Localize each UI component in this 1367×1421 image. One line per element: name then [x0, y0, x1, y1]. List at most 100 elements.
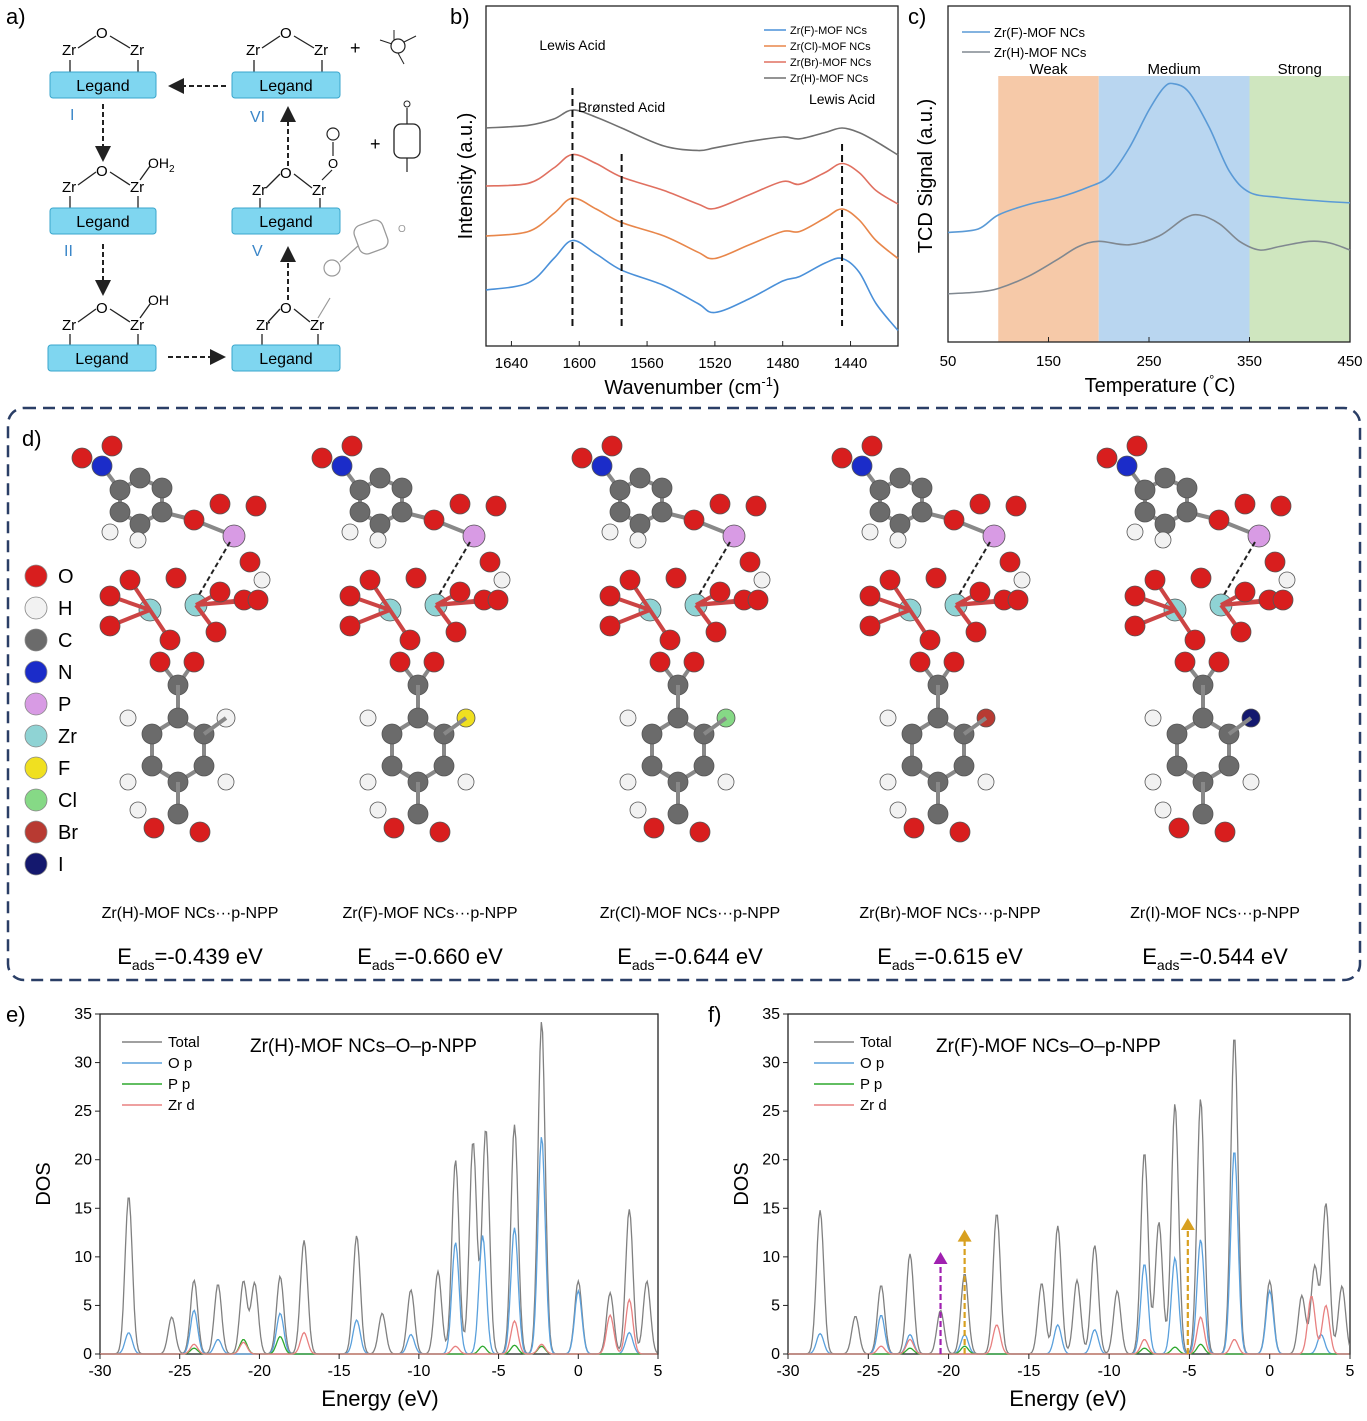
legend-label: O p	[860, 1055, 884, 1072]
annotation-label: Brønsted Acid	[578, 99, 665, 115]
x-tick-label: -15	[1017, 1363, 1040, 1380]
panel-c-label: c)	[908, 4, 926, 29]
annotation-label: Lewis Acid	[539, 37, 605, 53]
atom	[129, 513, 151, 535]
series-line	[947, 82, 1351, 234]
atom	[722, 524, 746, 548]
atom	[217, 773, 235, 791]
atom	[101, 435, 123, 457]
x-tick-label: -10	[1098, 1363, 1121, 1380]
atom	[745, 495, 767, 517]
atom	[609, 479, 631, 501]
atom	[1134, 501, 1156, 523]
y-axis-label: TCD Signal (a.u.)	[915, 99, 937, 254]
atom	[659, 629, 681, 651]
atom	[1278, 571, 1296, 589]
structure-label: Zr(Cl)-MOF NCs···p-NPP	[600, 905, 780, 922]
atom	[389, 651, 411, 673]
atom	[247, 589, 269, 611]
atom	[965, 621, 987, 643]
x-tick-label: -20	[937, 1363, 960, 1380]
atom	[253, 571, 271, 589]
bond	[1227, 716, 1253, 736]
x-tick-label: 1480	[766, 355, 799, 372]
structure-label: Zr(F)-MOF NCs···p-NPP	[342, 905, 517, 922]
atom	[1154, 467, 1176, 489]
x-tick-label: -30	[88, 1363, 111, 1380]
y-tick-label: 30	[74, 1055, 92, 1072]
panel-f: f) -30 -25 -20 -15 -10 -5 0 5 0 5 10 15 20 25 30 35 Tot…	[686, 996, 1367, 1416]
atom	[165, 567, 187, 589]
bond	[202, 716, 228, 736]
atom	[889, 531, 907, 549]
svg-text:Legand: Legand	[259, 214, 312, 231]
atom	[1242, 773, 1260, 791]
atom	[969, 493, 991, 515]
atom-legend-swatch	[24, 788, 48, 812]
x-tick-label: 0	[574, 1363, 583, 1380]
atom	[1270, 495, 1292, 517]
panel-e: e) -30 -25 -20 -15 -10 -5 0 5 0 5 10 15 20 25 30 35 Tot…	[0, 996, 680, 1416]
atom	[739, 551, 761, 573]
svg-text:Legand: Legand	[76, 214, 129, 231]
legend-label: Zr(H)-MOF NCs	[994, 45, 1087, 60]
svg-text:O: O	[96, 163, 108, 180]
atom-legend-label: Zr	[58, 726, 77, 748]
y-tick-label: 25	[74, 1103, 92, 1120]
atom	[599, 585, 621, 607]
adsorption-energy: Eads=-0.615 eV	[877, 944, 1023, 973]
atom	[851, 455, 873, 477]
y-tick-label: 20	[762, 1152, 780, 1169]
atom-legend-label: I	[58, 854, 64, 876]
atom	[601, 435, 623, 457]
atom	[1126, 523, 1144, 541]
panel-a-label: a)	[6, 4, 26, 29]
atom	[717, 773, 735, 791]
interaction-line	[435, 541, 471, 601]
atom	[649, 651, 671, 673]
atom	[1214, 821, 1236, 843]
svg-text:Legand: Legand	[76, 78, 129, 95]
atom-legend-label: F	[58, 758, 70, 780]
atom	[869, 479, 891, 501]
atom	[693, 755, 715, 777]
atom	[683, 509, 705, 531]
atom	[341, 435, 363, 457]
numeral-II: II	[64, 243, 73, 260]
svg-text:O: O	[280, 300, 292, 317]
x-tick-label: -15	[328, 1363, 351, 1380]
atom	[1176, 477, 1198, 499]
legend-label: Zr(Br)-MOF NCs	[790, 57, 872, 69]
atom	[643, 817, 665, 839]
x-tick-label: -25	[168, 1363, 191, 1380]
atom	[109, 479, 131, 501]
atom	[927, 707, 949, 729]
atom	[1176, 501, 1198, 523]
atom	[449, 493, 471, 515]
atom	[665, 567, 687, 589]
x-tick-label: 150	[1036, 353, 1061, 370]
atom	[1192, 707, 1214, 729]
dos-line-o-p	[788, 1152, 1350, 1355]
atom	[1184, 629, 1206, 651]
atom-legend-swatch	[24, 756, 48, 780]
atom	[331, 455, 353, 477]
atom	[1134, 479, 1156, 501]
acid-region-strong	[1249, 76, 1350, 342]
atom	[149, 651, 171, 673]
structure-1: Zr(H)-MOF NCs···p-NPP Eads=-0.439 eV	[71, 435, 278, 973]
panel-d-label: d)	[22, 426, 42, 451]
atom	[753, 571, 771, 589]
atom	[667, 707, 689, 729]
atom-legend-swatch	[24, 660, 48, 684]
atom	[359, 709, 377, 727]
atom	[1005, 495, 1027, 517]
atom	[1007, 589, 1029, 611]
adsorption-energy: Eads=-0.644 eV	[617, 944, 763, 973]
atom	[911, 477, 933, 499]
atom	[1190, 567, 1212, 589]
atom	[99, 615, 121, 637]
atom	[485, 495, 507, 517]
atom	[683, 651, 705, 673]
atom	[193, 755, 215, 777]
